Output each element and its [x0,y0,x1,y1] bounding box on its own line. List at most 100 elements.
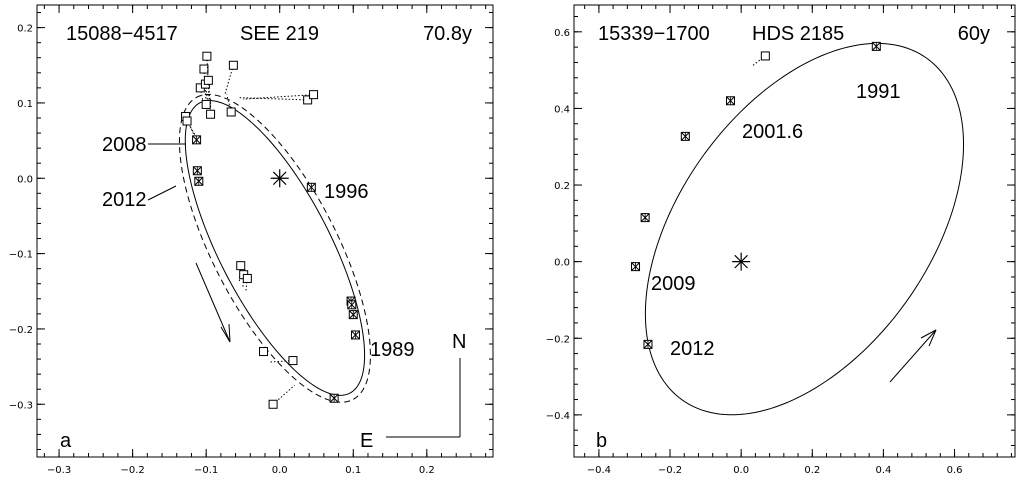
x-tick-label: 0.6 [947,465,963,476]
residual-line [239,97,308,101]
open-square-point [202,51,212,61]
panel-b-header-period: 60y [958,23,990,45]
year-label-2012-a: 2012 [102,189,147,211]
open-square-point [226,107,236,117]
year-label-2012-b: 2012 [670,338,715,360]
crossed-square-point [194,176,204,186]
panel-a-ticks: −0.3 −0.2 −0.1 0.0 0.1 0.2 −0.3 −0.2 −0.1 0.0 0.1 0… [9,5,493,476]
residual-line [751,55,766,67]
y-tick-label: 0.2 [554,181,570,192]
y-tick-label: 0.0 [17,174,33,185]
year-label-1996: 1996 [324,181,369,203]
x-tick-label: −0.2 [120,465,144,476]
open-square-point [268,399,278,409]
orbit-solid [644,42,965,416]
residual-line [226,94,232,113]
year-label-2009: 2009 [651,273,696,295]
year-label-2008: 2008 [102,134,147,156]
x-tick-label: 0.0 [733,465,749,476]
panel-b-points [631,41,881,349]
y-tick-label: 0.1 [17,99,33,110]
year-label-2001-6: 2001.6 [742,121,803,143]
motion-arrow-a [195,262,231,343]
orbit-dashed [178,93,371,403]
x-tick-label: 0.1 [345,465,361,476]
residual-line [203,69,207,103]
year-label-1989: 1989 [370,339,415,361]
open-square-point [236,261,246,271]
crossed-square-point [192,135,202,145]
y-tick-label: −0.4 [546,411,570,422]
y-tick-label: 0.4 [554,104,570,115]
year-label-1991: 1991 [856,81,901,103]
x-tick-label: −0.2 [658,465,682,476]
crossed-square-point [348,310,358,320]
open-square-point [203,75,213,85]
crossed-square-point [350,330,360,340]
open-square-point [199,64,209,74]
panel-b: −0.4 −0.2 0.0 0.2 0.4 0.6 −0.4 −0.2 0.0 0.2 0.4 0.6… [546,4,1016,476]
y-tick-label: 0.0 [554,258,570,269]
x-tick-label: 0.4 [875,465,891,476]
open-square-point [288,356,298,366]
open-square-point [201,99,211,109]
crossed-square-point [192,166,202,176]
open-square-point [309,90,319,100]
leader-2012-a [147,185,177,201]
residual-line [245,278,248,292]
open-square-point [303,95,313,105]
residual-line [224,65,234,96]
residual-line [242,94,314,100]
residual-line [242,274,245,288]
crossed-square-point [725,96,735,106]
panel-b-header-name: HDS 2185 [752,23,844,45]
panel-a-north-label: N [452,331,466,353]
crossed-square-point [643,339,653,349]
panel-b-frame [573,4,1016,458]
x-tick-label: −0.1 [194,465,218,476]
primary-star-asterisk [732,252,751,271]
panel-a-header-name: SEE 219 [240,23,319,45]
x-tick-label: −0.4 [587,465,611,476]
crossed-square-point [329,393,339,403]
x-tick-label: −0.3 [47,465,71,476]
y-tick-label: −0.2 [9,325,33,336]
panel-b-header-id: 15339−1700 [598,23,710,45]
panel-a-east-label: E [360,430,373,452]
open-square-point [242,273,252,283]
primary-star-asterisk [270,169,289,188]
open-square-point [228,60,238,70]
panel-a-header-period: 70.8y [423,23,472,45]
x-tick-label: 0.2 [804,465,820,476]
motion-arrow-b [889,329,937,383]
panel-a-header-id: 15088−4517 [66,23,178,45]
panel-a-points [181,51,360,409]
x-tick-label: 0.0 [272,465,288,476]
crossed-square-point [631,262,641,272]
crossed-square-point [680,131,690,141]
panel-a: −0.3 −0.2 −0.1 0.0 0.1 0.2 −0.3 −0.2 −0.1 0.0 0.1 0… [9,4,494,476]
open-square-point [206,109,216,119]
y-tick-label: 0.6 [554,28,570,39]
crossed-square-point [871,41,881,51]
panel-b-orbits [644,42,965,416]
panel-b-letter: b [596,430,607,452]
panel-b-ticks: −0.4 −0.2 0.0 0.2 0.4 0.6 −0.4 −0.2 0.0 0.2 0.4 0.6 [546,5,1015,476]
y-tick-label: −0.2 [546,334,570,345]
crossed-square-point [306,182,316,192]
y-tick-label: 0.2 [17,24,33,35]
crossed-square-point [640,213,650,223]
open-square-point [182,116,192,126]
y-tick-label: −0.3 [9,400,33,411]
orbit-solid [184,100,366,396]
panel-a-orbits [178,93,371,403]
crossed-square-point [347,300,357,310]
open-square-point [760,51,770,61]
x-tick-label: 0.2 [419,465,435,476]
panel-a-frame [36,4,494,458]
panel-a-letter: a [60,430,72,452]
residual-line [204,84,209,102]
open-square-point [259,347,269,357]
y-tick-label: −0.1 [9,250,33,261]
